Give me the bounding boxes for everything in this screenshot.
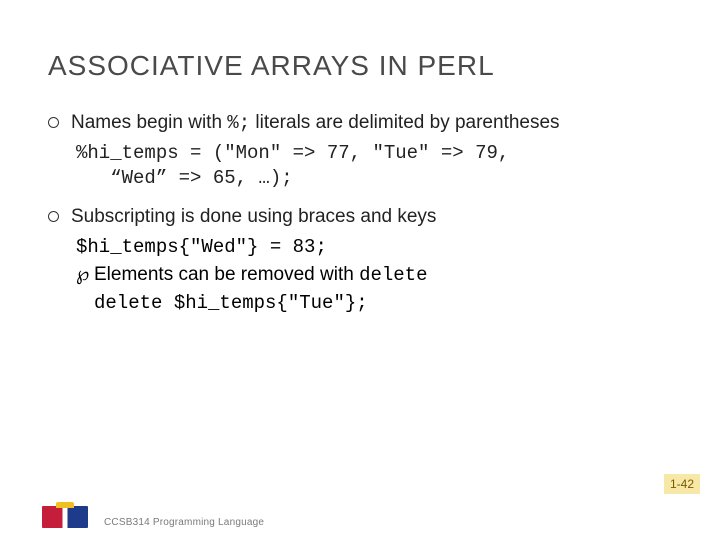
slide: ASSOCIATIVE ARRAYS IN PERL Names begin w… xyxy=(0,0,720,540)
inline-code: delete xyxy=(359,264,427,286)
university-logo xyxy=(42,506,90,534)
code-block: %hi_temps = ("Mon" => 77, "Tue" => 79, “… xyxy=(76,141,672,192)
code-line: $hi_temps{"Wed"} = 83; xyxy=(76,234,672,262)
sub-text-pre: Elements can be removed with xyxy=(94,264,359,285)
slide-title: ASSOCIATIVE ARRAYS IN PERL xyxy=(48,50,672,82)
page-number-badge: 1-42 xyxy=(664,474,700,494)
bullet-item: Subscripting is done using braces and ke… xyxy=(48,204,672,230)
squiggle-icon: ℘ xyxy=(76,264,94,285)
code-line: “Wed” => 65, …); xyxy=(76,167,293,189)
code-line: delete $hi_temps{"Tue"}; xyxy=(94,290,672,318)
circle-bullet-icon xyxy=(48,117,59,128)
footer-text: CCSB314 Programming Language xyxy=(104,517,264,528)
footer: CCSB314 Programming Language xyxy=(0,504,720,540)
sub-content: $hi_temps{"Wed"} = 83; ℘ Elements can be… xyxy=(76,234,672,318)
code-line: %hi_temps = ("Mon" => 77, "Tue" => 79, xyxy=(76,142,509,164)
circle-bullet-icon xyxy=(48,211,59,222)
bullet-text-pre: Names begin with xyxy=(71,112,227,133)
bullet-text-pre: Subscripting is done using braces and ke… xyxy=(71,206,436,227)
bullet-item: Names begin with %; literals are delimit… xyxy=(48,110,672,137)
bullet-text-post: literals are delimited by parentheses xyxy=(250,112,559,133)
bullet-text: Names begin with %; literals are delimit… xyxy=(71,110,672,137)
logo-shape xyxy=(42,506,88,528)
inline-code: %; xyxy=(227,112,250,134)
bullet-text: Subscripting is done using braces and ke… xyxy=(71,204,672,230)
sub-line: ℘ Elements can be removed with delete xyxy=(76,261,672,290)
